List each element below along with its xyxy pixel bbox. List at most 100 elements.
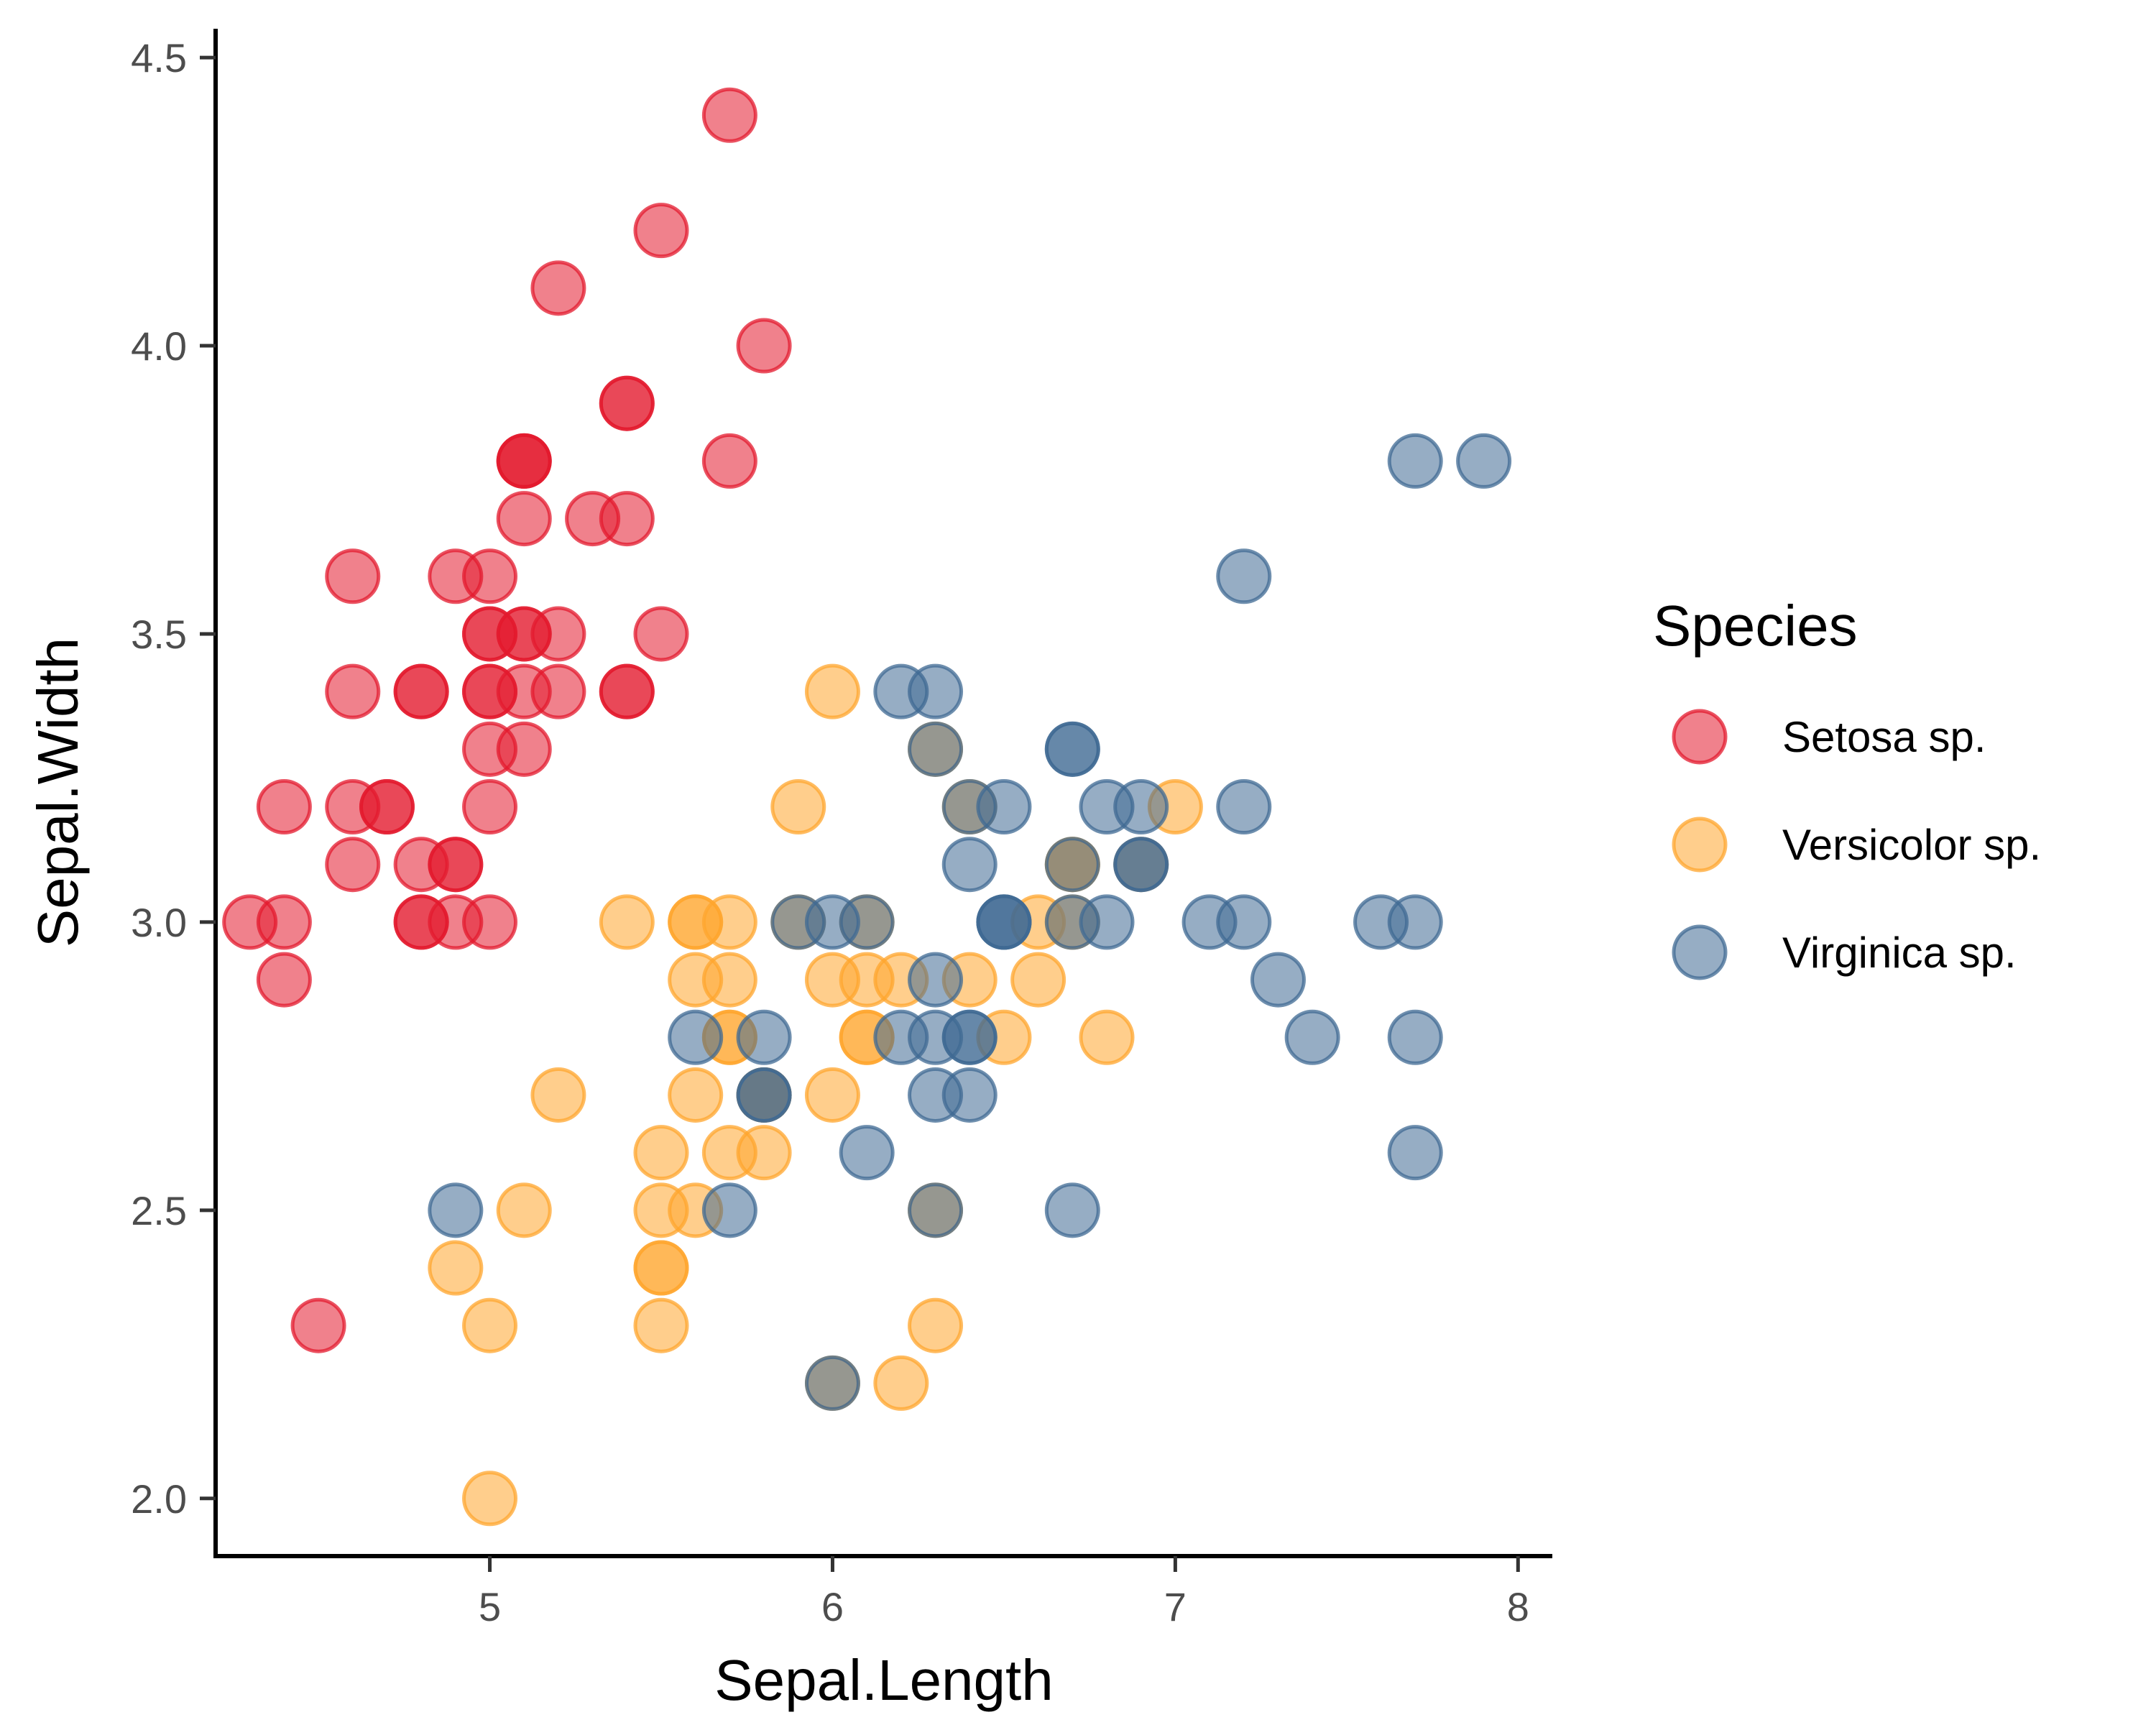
data-point: [428, 1182, 484, 1238]
data-point: [1387, 894, 1443, 950]
legend-items: Setosa sp. Versicolor sp. Virginica sp.: [1672, 709, 2041, 980]
data-point: [908, 1067, 964, 1123]
y-axis-ticks: 2.0 2.5 3.0 3.5 4.0 4.5: [131, 35, 216, 1522]
data-point: [633, 1182, 689, 1238]
data-point: [701, 894, 757, 950]
data-point: [428, 1240, 484, 1296]
data-point: [462, 779, 518, 835]
data-point: [633, 203, 689, 259]
data-point: [736, 1067, 792, 1123]
legend-item: Virginica sp.: [1672, 924, 2017, 980]
data-point: [393, 894, 449, 950]
y-tick-label: 2.0: [131, 1476, 187, 1522]
y-tick-label: 2.5: [131, 1188, 187, 1233]
legend: Species Setosa sp. Versicolor sp. Virginic…: [1653, 594, 2041, 980]
x-tick-label: 7: [1164, 1584, 1187, 1629]
data-point: [325, 837, 381, 893]
data-point: [633, 1125, 689, 1181]
data-point: [256, 952, 312, 1008]
legend-swatch: [1672, 816, 1728, 873]
data-point: [325, 779, 381, 835]
data-point: [908, 1182, 964, 1238]
y-axis-title: Sepal.Width: [26, 638, 90, 947]
data-point: [736, 1009, 792, 1065]
data-point: [668, 1067, 724, 1123]
data-point: [701, 87, 757, 143]
data-point: [530, 606, 586, 662]
y-tick-label: 3.5: [131, 612, 187, 657]
data-point: [462, 1297, 518, 1353]
x-axis-title: Sepal.Length: [714, 1648, 1054, 1712]
data-point: [1387, 1009, 1443, 1065]
legend-label: Setosa sp.: [1782, 713, 1986, 761]
data-point: [565, 491, 621, 547]
data-point: [908, 952, 964, 1008]
data-point: [1216, 779, 1272, 835]
data-point: [804, 663, 860, 719]
data-point: [325, 663, 381, 719]
data-point: [496, 433, 552, 489]
legend-swatch: [1672, 709, 1728, 765]
data-point: [701, 433, 757, 489]
data-point: [976, 894, 1032, 950]
y-tick-label: 4.0: [131, 323, 187, 369]
data-point: [290, 1297, 346, 1353]
data-point: [839, 1125, 895, 1181]
series-virginica-sp: [428, 433, 1512, 1411]
legend-swatch: [1672, 924, 1728, 980]
x-axis-ticks: 5 6 7 8: [479, 1556, 1529, 1629]
data-point: [530, 1067, 586, 1123]
data-point: [736, 318, 792, 374]
data-point: [701, 1182, 757, 1238]
data-point: [941, 779, 998, 835]
data-point: [1044, 837, 1100, 893]
legend-item: Setosa sp.: [1672, 709, 1986, 765]
data-point: [908, 1009, 964, 1065]
data-point: [256, 779, 312, 835]
data-point: [496, 663, 552, 719]
data-point: [668, 1009, 724, 1065]
data-point: [804, 1067, 860, 1123]
data-point: [1079, 1009, 1135, 1065]
data-point: [1044, 894, 1100, 950]
data-point: [1456, 433, 1512, 489]
data-point: [1284, 1009, 1340, 1065]
data-point: [599, 375, 655, 431]
data-point: [736, 1125, 792, 1181]
legend-label: Versicolor sp.: [1782, 821, 2041, 869]
legend-label: Virginica sp.: [1782, 929, 2017, 977]
data-point: [633, 606, 689, 662]
data-point: [1387, 1125, 1443, 1181]
data-point: [428, 837, 484, 893]
data-point: [462, 1471, 518, 1527]
data-point: [873, 663, 929, 719]
data-point: [804, 952, 860, 1008]
data-point: [496, 491, 552, 547]
data-point: [1250, 952, 1306, 1008]
data-point: [1010, 952, 1067, 1008]
data-point: [1113, 837, 1169, 893]
legend-item: Versicolor sp.: [1672, 816, 2041, 873]
data-point: [496, 1182, 552, 1238]
data-point: [1387, 433, 1443, 489]
data-point: [462, 606, 518, 662]
y-tick-label: 4.5: [131, 35, 187, 80]
data-point: [256, 894, 312, 950]
data-point: [1044, 721, 1100, 777]
legend-title: Species: [1653, 594, 1858, 658]
data-point: [428, 548, 484, 604]
points-layer: [222, 87, 1512, 1527]
x-tick-label: 6: [821, 1584, 844, 1629]
data-point: [633, 1240, 689, 1296]
data-point: [599, 663, 655, 719]
data-point: [1216, 894, 1272, 950]
data-point: [393, 663, 449, 719]
data-point: [599, 894, 655, 950]
data-point: [770, 779, 826, 835]
data-point: [1044, 1182, 1100, 1238]
data-point: [908, 1297, 964, 1353]
data-point: [1216, 548, 1272, 604]
data-point: [701, 952, 757, 1008]
data-point: [770, 894, 826, 950]
